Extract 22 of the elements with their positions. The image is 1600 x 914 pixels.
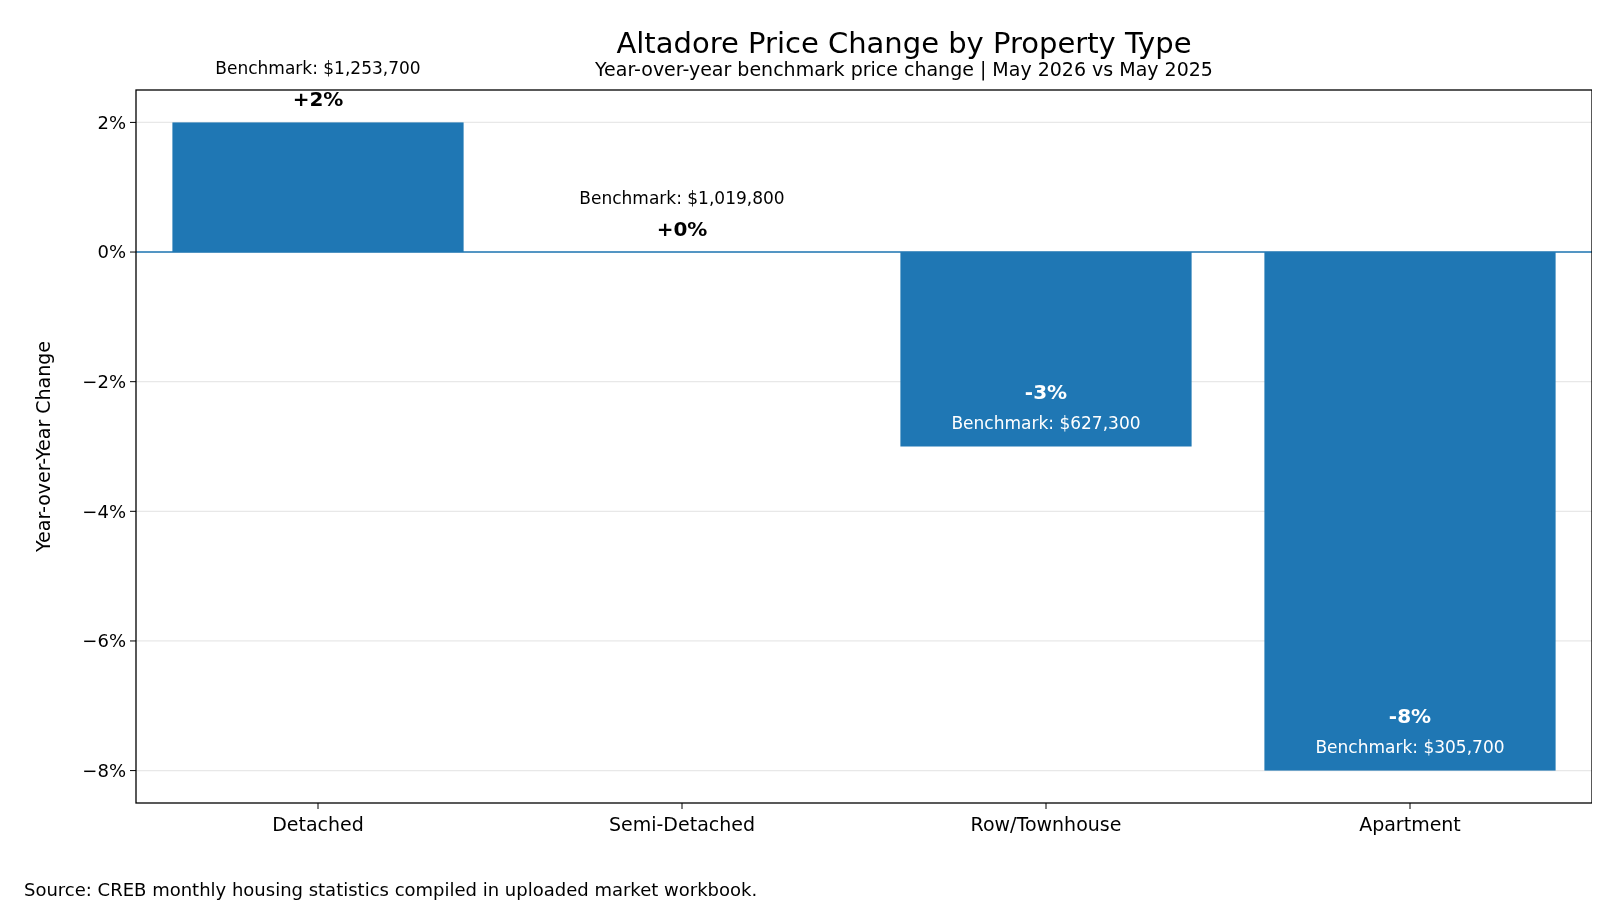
y-axis-title: Year-over-Year Change: [32, 341, 54, 553]
y-tick-label: −6%: [82, 630, 126, 652]
y-tick-label: 2%: [97, 111, 126, 133]
x-tick-label: Row/Townhouse: [970, 813, 1122, 835]
x-tick-label: Semi-Detached: [608, 813, 756, 835]
y-tick-label: −2%: [82, 370, 126, 392]
y-tick-label: −4%: [82, 500, 126, 522]
source-note: Source: CREB monthly housing statistics compiled in uploaded market workbook.: [24, 879, 758, 900]
x-tick-label: Detached: [272, 813, 364, 835]
data-label: +2%: [292, 87, 344, 112]
data-label: -3%: [1024, 379, 1068, 404]
chart-subtitle: Year-over-year benchmark price change | May 2026 vs May 2025: [594, 58, 1213, 81]
annotation: Benchmark: $1,019,800: [579, 188, 785, 209]
annotation: Benchmark: $305,700: [1315, 736, 1505, 757]
x-tick-label: Apartment: [1359, 813, 1461, 835]
annotation: Benchmark: $1,253,700: [215, 58, 421, 79]
y-tick-label: −8%: [82, 759, 126, 781]
chart-title: Altadore Price Change by Property Type: [616, 26, 1192, 60]
annotation: Benchmark: $627,300: [951, 412, 1141, 433]
data-label: -8%: [1388, 703, 1432, 728]
data-label: +0%: [656, 217, 708, 242]
y-tick-label: 0%: [97, 241, 126, 263]
